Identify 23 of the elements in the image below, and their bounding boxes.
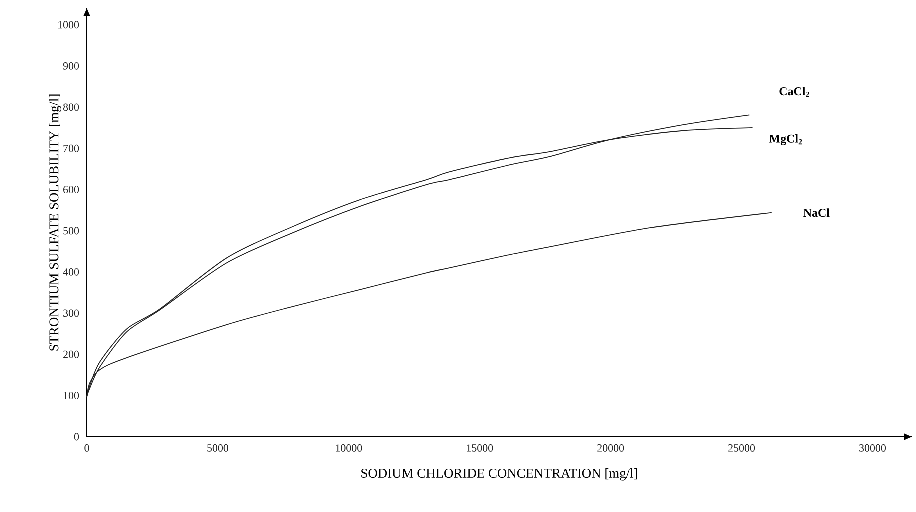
x-tick-label: 10000 [336,444,362,452]
text: CaCl$_{2}$ [780,87,810,98]
x-tick-label: 25000 [728,444,756,452]
y-tick-label: 1000 [58,21,80,29]
y-axis-title: STRONTIUM SULFATE SOLUBILITY [mg/l] [49,94,62,351]
y-tick-label: 300 [64,310,80,318]
x-tick-label: 0 [84,444,90,452]
y-tick-label: 200 [64,350,80,358]
x-axis-title: SODIUM CHLORIDE CONCENTRATION [mg/l] [362,468,638,481]
y-tick-label: 700 [64,144,80,152]
y-tick-label: 400 [63,268,80,276]
y-tick-label: 100 [64,392,80,400]
x-tick-label: 20000 [598,444,624,452]
x-tick-label: 15000 [467,444,494,452]
y-tick-label: 500 [64,227,80,235]
series-label: MgCl$_{2}$ [769,134,802,146]
text: NaCl [804,208,830,218]
x-tick-label: 5000 [208,444,228,452]
x-tick-label: 30000 [860,444,886,452]
y-tick-label: 900 [63,62,80,70]
y-tick-label: 800 [63,104,80,112]
y-tick-label: 0 [74,433,80,441]
y-tick-label: 600 [64,186,80,194]
